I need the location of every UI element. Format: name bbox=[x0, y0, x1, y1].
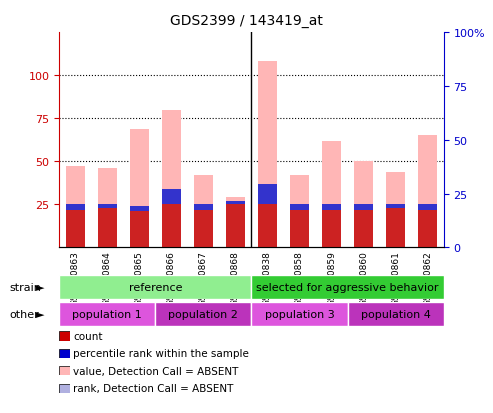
Text: population 3: population 3 bbox=[265, 309, 334, 319]
Bar bbox=[322, 205, 341, 248]
Bar bbox=[290, 210, 309, 248]
Bar bbox=[290, 176, 309, 248]
Bar bbox=[251, 275, 444, 299]
Bar bbox=[290, 205, 309, 210]
Bar bbox=[226, 205, 245, 248]
Text: reference: reference bbox=[129, 282, 182, 292]
Bar bbox=[194, 205, 213, 210]
Text: population 1: population 1 bbox=[72, 309, 142, 319]
Bar bbox=[354, 210, 373, 248]
Bar bbox=[66, 210, 85, 248]
Bar bbox=[354, 162, 373, 248]
Text: GDS2399 / 143419_at: GDS2399 / 143419_at bbox=[170, 14, 323, 28]
Bar bbox=[226, 202, 245, 205]
Bar bbox=[194, 210, 213, 248]
Bar bbox=[354, 205, 373, 248]
Bar bbox=[322, 205, 341, 210]
Bar bbox=[226, 198, 245, 248]
Bar bbox=[98, 169, 117, 248]
Bar bbox=[322, 210, 341, 248]
Text: percentile rank within the sample: percentile rank within the sample bbox=[73, 349, 249, 358]
Bar bbox=[98, 208, 117, 248]
Bar bbox=[258, 62, 277, 248]
Text: ►: ► bbox=[36, 282, 44, 292]
Text: population 4: population 4 bbox=[361, 309, 430, 319]
Text: count: count bbox=[73, 331, 103, 341]
Bar bbox=[226, 202, 245, 248]
Text: value, Detection Call = ABSENT: value, Detection Call = ABSENT bbox=[73, 366, 238, 376]
Bar bbox=[66, 205, 85, 248]
Text: population 2: population 2 bbox=[169, 309, 238, 319]
Bar bbox=[162, 205, 181, 248]
Bar bbox=[348, 302, 444, 326]
Bar bbox=[258, 184, 277, 248]
Bar bbox=[98, 205, 117, 208]
Bar bbox=[251, 302, 348, 326]
Bar bbox=[322, 141, 341, 248]
Bar bbox=[418, 205, 437, 248]
Text: rank, Detection Call = ABSENT: rank, Detection Call = ABSENT bbox=[73, 383, 233, 393]
Bar bbox=[59, 275, 251, 299]
Bar bbox=[130, 212, 149, 248]
Bar bbox=[162, 110, 181, 248]
Bar bbox=[155, 302, 251, 326]
Bar bbox=[258, 184, 277, 205]
Text: selected for aggressive behavior: selected for aggressive behavior bbox=[256, 282, 439, 292]
Bar bbox=[98, 205, 117, 248]
Bar bbox=[386, 205, 405, 248]
Bar bbox=[162, 190, 181, 205]
Text: strain: strain bbox=[10, 282, 42, 292]
Bar bbox=[386, 208, 405, 248]
Bar bbox=[418, 205, 437, 210]
Bar bbox=[418, 210, 437, 248]
Bar bbox=[258, 205, 277, 248]
Bar bbox=[386, 205, 405, 208]
Text: other: other bbox=[10, 309, 39, 319]
Text: ►: ► bbox=[36, 309, 44, 319]
Bar bbox=[194, 205, 213, 248]
Bar bbox=[130, 129, 149, 248]
Bar bbox=[66, 167, 85, 248]
Bar bbox=[386, 172, 405, 248]
Bar bbox=[194, 176, 213, 248]
Bar bbox=[354, 205, 373, 210]
Bar bbox=[66, 205, 85, 210]
Bar bbox=[418, 136, 437, 248]
Bar bbox=[130, 206, 149, 248]
Bar bbox=[290, 205, 309, 248]
Bar bbox=[162, 190, 181, 248]
Bar bbox=[59, 302, 155, 326]
Bar bbox=[130, 206, 149, 212]
